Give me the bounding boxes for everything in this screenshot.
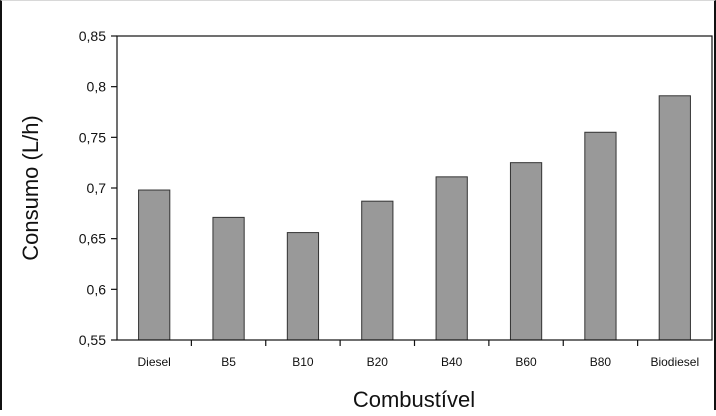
x-tick-label: Diesel [138, 355, 171, 369]
bar-b5 [212, 216, 245, 341]
y-tick-label: 0,6 [87, 281, 107, 297]
x-tick-label: B10 [292, 355, 314, 369]
x-tick-label: Biodiesel [650, 355, 699, 369]
x-axis-ticks [190, 340, 639, 346]
y-axis-label: Consumo (L/h) [18, 115, 43, 261]
bar-biodiesel [658, 95, 691, 341]
bar-b60 [509, 162, 543, 341]
x-tick-label: B5 [221, 355, 236, 369]
y-tick-label: 0,65 [79, 231, 106, 247]
bar-b20 [361, 200, 394, 341]
bar-b80 [584, 131, 617, 341]
x-tick-label: B80 [590, 355, 612, 369]
y-axis-ticks [111, 35, 117, 341]
bar-b40 [435, 176, 468, 341]
x-tick-label: B20 [367, 355, 389, 369]
y-tick-label: 0,8 [87, 79, 107, 95]
y-tick-label: 0,75 [79, 129, 106, 145]
y-tick-label: 0,7 [87, 180, 107, 196]
x-tick-label: B40 [441, 355, 463, 369]
x-tick-label: B60 [515, 355, 537, 369]
bar-b10 [286, 232, 320, 341]
x-axis-label: Combustível [353, 387, 475, 411]
y-axis-tick-labels: 0,55 0,6 0,65 0,7 0,75 0,8 0,85 [79, 28, 106, 348]
y-tick-label: 0,55 [79, 332, 106, 348]
bar-diesel [138, 189, 171, 341]
x-axis-tick-labels: Diesel B5 B10 B20 B40 B60 B80 Biodiesel [138, 355, 700, 369]
y-tick-label: 0,85 [79, 28, 106, 44]
bars [138, 95, 691, 341]
plot-area-border [116, 35, 713, 341]
